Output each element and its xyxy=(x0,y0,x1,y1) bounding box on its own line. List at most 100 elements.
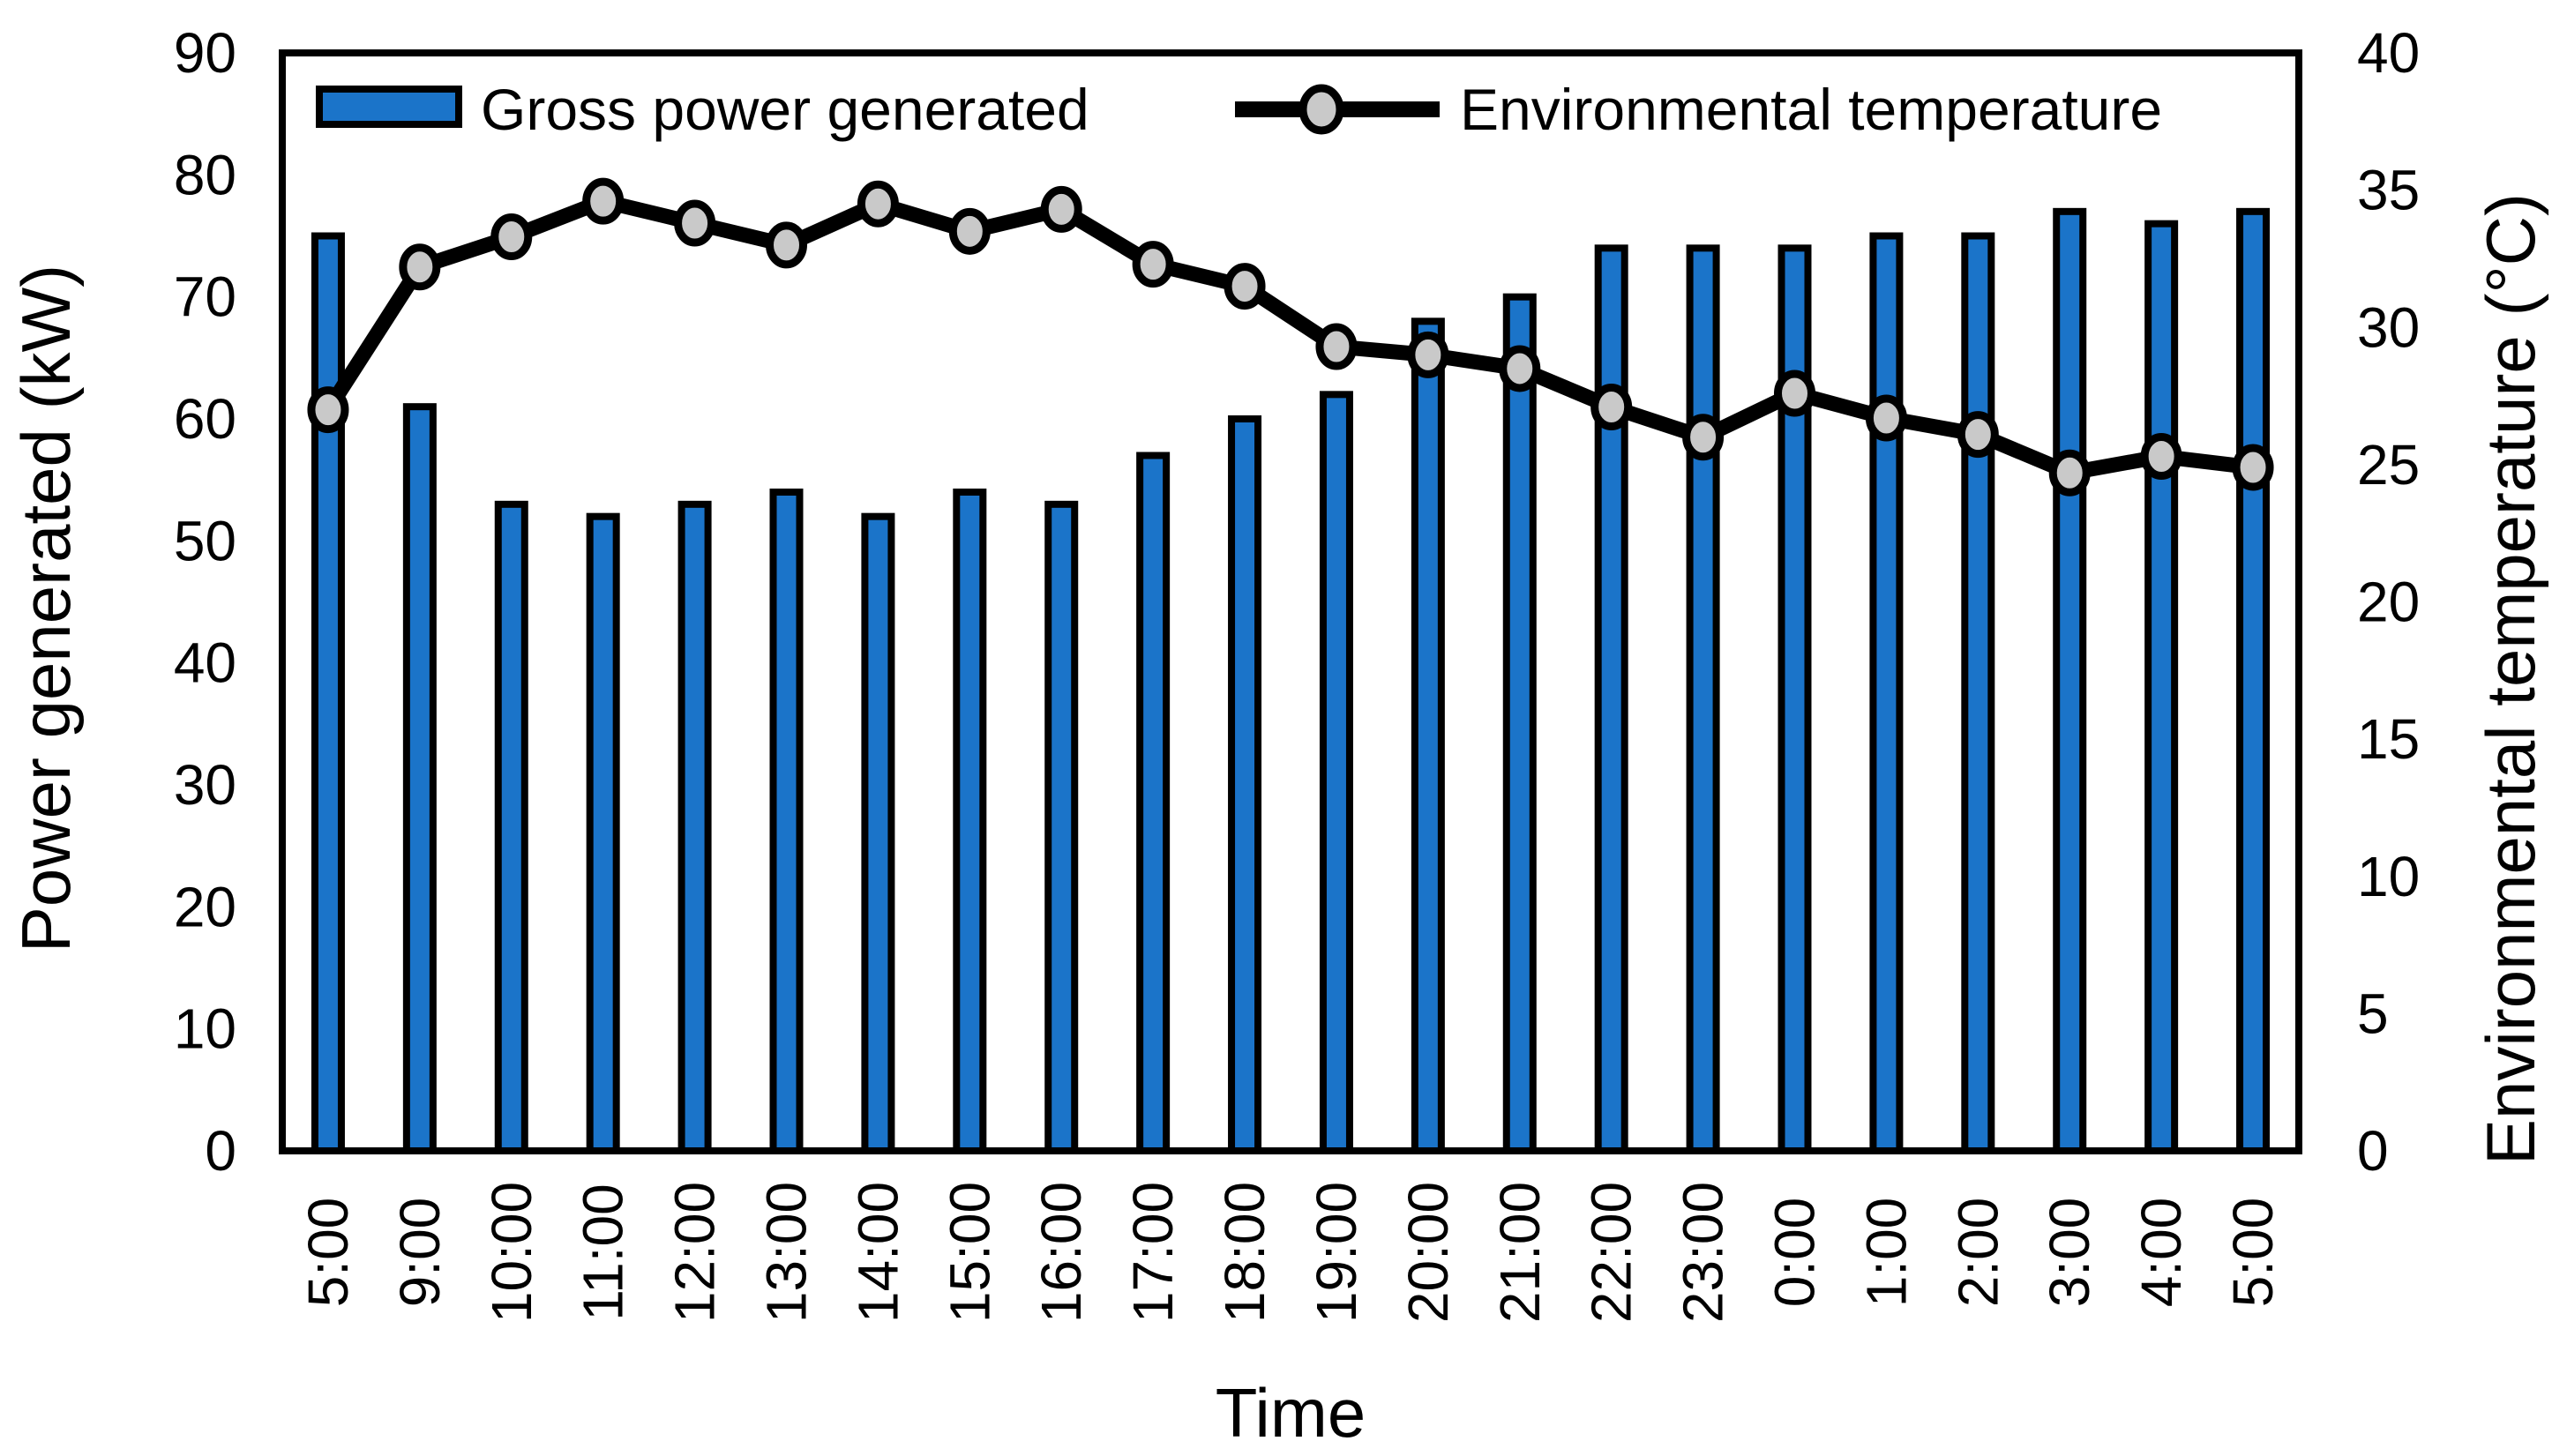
bar-22:00 xyxy=(1594,244,1628,1155)
legend-bar-swatch-icon xyxy=(316,86,462,128)
right-tick-10: 10 xyxy=(2357,845,2420,908)
legend-label-environmental-temperature: Environmental temperature xyxy=(1460,77,2162,142)
temperature-marker-16:00 xyxy=(1040,185,1082,233)
right-axis-tick-labels: 40 35 30 25 20 15 10 5 0 xyxy=(2357,21,2420,1183)
bar-21:00 xyxy=(1502,293,1537,1154)
x-tick-20:00: 20:00 xyxy=(1396,1182,1460,1323)
bar-3:00 xyxy=(2053,207,2087,1154)
bars-layer xyxy=(311,207,2271,1155)
temperature-marker-4:00 xyxy=(2140,433,2182,481)
x-tick-0:00: 0:00 xyxy=(1763,1198,1827,1308)
x-tick-3:00: 3:00 xyxy=(2038,1198,2101,1308)
temperature-marker-5:00 xyxy=(307,386,349,434)
x-tick-17:00: 17:00 xyxy=(1121,1182,1185,1323)
left-tick-90: 90 xyxy=(174,21,236,85)
temperature-marker-1:00 xyxy=(1865,394,1907,442)
x-tick-5:00: 5:00 xyxy=(2221,1198,2285,1308)
x-tick-12:00: 12:00 xyxy=(663,1182,727,1323)
right-tick-40: 40 xyxy=(2357,21,2420,85)
temperature-marker-12:00 xyxy=(674,199,716,247)
left-tick-60: 60 xyxy=(174,387,236,451)
left-tick-70: 70 xyxy=(174,265,236,329)
temperature-marker-11:00 xyxy=(582,177,625,225)
left-axis-tick-labels: 90 80 70 60 50 40 30 20 10 0 xyxy=(174,21,236,1183)
x-tick-9:00: 9:00 xyxy=(388,1198,452,1308)
bar-5:00 xyxy=(311,232,345,1154)
x-tick-4:00: 4:00 xyxy=(2129,1198,2193,1308)
x-tick-2:00: 2:00 xyxy=(1946,1198,2009,1308)
right-tick-0: 0 xyxy=(2357,1119,2389,1183)
bar-2:00 xyxy=(1961,232,1995,1154)
left-tick-20: 20 xyxy=(174,875,236,938)
bar-4:00 xyxy=(2144,220,2179,1155)
plot-frame xyxy=(279,49,2302,1154)
right-tick-15: 15 xyxy=(2357,707,2420,771)
temperature-marker-14:00 xyxy=(857,180,899,228)
temperature-marker-17:00 xyxy=(1132,241,1174,288)
left-tick-80: 80 xyxy=(174,143,236,206)
temperature-marker-23:00 xyxy=(1682,414,1725,461)
temperature-marker-2:00 xyxy=(1957,411,1999,459)
left-axis-title: Power generated (kW) xyxy=(7,265,85,952)
bar-10:00 xyxy=(494,500,528,1154)
left-tick-50: 50 xyxy=(174,509,236,572)
bar-1:00 xyxy=(1869,232,1904,1154)
x-tick-18:00: 18:00 xyxy=(1213,1182,1276,1323)
right-tick-35: 35 xyxy=(2357,159,2420,222)
bar-20:00 xyxy=(1411,317,1445,1155)
bar-15:00 xyxy=(953,489,987,1154)
bar-23:00 xyxy=(1686,244,1720,1155)
x-tick-5:00: 5:00 xyxy=(296,1198,360,1308)
temperature-marker-5:00 xyxy=(2232,444,2274,491)
x-tick-22:00: 22:00 xyxy=(1580,1182,1643,1323)
right-tick-25: 25 xyxy=(2357,433,2420,497)
temperature-marker-15:00 xyxy=(948,207,991,255)
temperature-marker-21:00 xyxy=(1499,345,1541,392)
legend: Gross power generated Environmental temp… xyxy=(316,77,2162,142)
left-tick-30: 30 xyxy=(174,753,236,817)
bar-17:00 xyxy=(1136,452,1171,1154)
legend-circle-marker-icon xyxy=(1298,84,1344,135)
x-tick-14:00: 14:00 xyxy=(846,1182,909,1323)
temperature-marker-18:00 xyxy=(1224,263,1266,310)
temperature-markers-layer xyxy=(307,177,2274,497)
bar-16:00 xyxy=(1044,500,1079,1154)
temperature-marker-22:00 xyxy=(1590,384,1633,431)
x-axis-title: Time xyxy=(1216,1374,1366,1452)
x-tick-13:00: 13:00 xyxy=(755,1182,819,1323)
bar-11:00 xyxy=(586,512,620,1154)
x-tick-23:00: 23:00 xyxy=(1672,1182,1735,1323)
right-axis-title: Environmental temperature (°C) xyxy=(2472,193,2549,1165)
right-tick-20: 20 xyxy=(2357,571,2420,634)
x-tick-15:00: 15:00 xyxy=(938,1182,1001,1323)
temperature-marker-10:00 xyxy=(490,213,533,261)
temperature-line xyxy=(320,193,2261,481)
temperature-marker-3:00 xyxy=(2048,449,2091,497)
bar-5:00 xyxy=(2236,207,2271,1154)
temperature-line-layer xyxy=(320,193,2261,481)
right-tick-30: 30 xyxy=(2357,295,2420,359)
bar-18:00 xyxy=(1228,415,1262,1154)
x-tick-19:00: 19:00 xyxy=(1305,1182,1368,1323)
bar-14:00 xyxy=(861,512,895,1154)
x-tick-21:00: 21:00 xyxy=(1488,1182,1552,1323)
x-tick-11:00: 11:00 xyxy=(572,1183,635,1320)
temperature-marker-20:00 xyxy=(1407,331,1449,378)
legend-label-gross-power: Gross power generated xyxy=(481,77,1089,142)
bar-13:00 xyxy=(769,489,804,1154)
x-axis-tick-labels: 5:00 9:00 10:00 11:00 12:00 13:00 14:00 15:00 16… xyxy=(296,1182,2285,1323)
temperature-marker-0:00 xyxy=(1774,370,1815,417)
x-tick-16:00: 16:00 xyxy=(1029,1182,1093,1323)
temperature-marker-19:00 xyxy=(1315,323,1358,370)
bar-19:00 xyxy=(1319,391,1353,1155)
x-tick-1:00: 1:00 xyxy=(1854,1198,1918,1308)
left-tick-0: 0 xyxy=(205,1119,236,1183)
left-tick-40: 40 xyxy=(174,631,236,695)
left-tick-10: 10 xyxy=(174,997,236,1061)
temperature-marker-9:00 xyxy=(399,243,441,291)
temperature-marker-13:00 xyxy=(766,221,807,269)
right-tick-5: 5 xyxy=(2357,982,2389,1045)
x-tick-10:00: 10:00 xyxy=(480,1182,543,1323)
